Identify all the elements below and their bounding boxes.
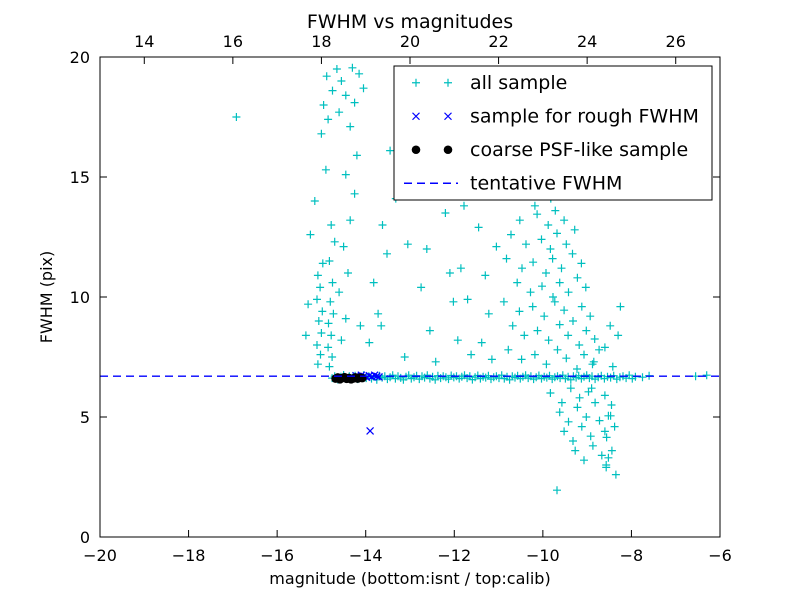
x-tick-label: −6: [708, 546, 732, 565]
x-tick-label: −14: [349, 546, 383, 565]
y-axis-label: FWHM (pix): [37, 251, 56, 344]
legend-marker: [412, 78, 420, 87]
legend-marker: [443, 145, 453, 155]
x-tick-label: −20: [83, 546, 117, 565]
y-tick-label: 20: [70, 48, 90, 67]
scatter-dot: [357, 373, 367, 383]
top-tick-label: 24: [577, 32, 597, 51]
legend-entry: coarse PSF-like sample: [411, 139, 688, 161]
y-tick-label: 10: [70, 288, 90, 307]
series-coarse-psf-sample: [331, 372, 367, 384]
top-tick-label: 26: [666, 32, 686, 51]
legend-label: all sample: [470, 72, 567, 94]
legend-marker: [444, 78, 452, 87]
top-tick-label: 22: [488, 32, 508, 51]
legend-label: tentative FWHM: [470, 172, 622, 194]
x-tick-label: −16: [260, 546, 294, 565]
legend-label: coarse PSF-like sample: [470, 139, 688, 161]
legend-marker: [412, 112, 420, 121]
y-tick-label: 5: [80, 408, 90, 427]
top-tick-label: 18: [311, 32, 331, 51]
x-tick-label: −12: [437, 546, 471, 565]
legend-entry: all sample: [412, 72, 567, 94]
chart-title: FWHM vs magnitudes: [307, 11, 513, 33]
x-tick-label: −8: [620, 546, 644, 565]
legend-entry: tentative FWHM: [404, 172, 622, 194]
x-tick-label: −10: [526, 546, 560, 565]
y-tick-label: 0: [80, 528, 90, 547]
legend-box: [393, 65, 713, 201]
legend: all sample sample for rough FWHM coarse PS…: [393, 65, 713, 201]
legend-marker: [411, 145, 421, 155]
legend-label: sample for rough FWHM: [470, 105, 699, 127]
legend-marker: [444, 112, 452, 121]
y-tick-label: 15: [70, 168, 90, 187]
legend-entry: sample for rough FWHM: [412, 105, 699, 127]
x-tick-label: −18: [172, 546, 206, 565]
top-tick-label: 16: [223, 32, 243, 51]
top-tick-label: 20: [400, 32, 420, 51]
axis-ticks: −20 −18 −16 −14 −12 −10 −8 −6 14 16 18 20 22 24 26 0 5 10…: [70, 32, 732, 565]
top-tick-label: 14: [134, 32, 154, 51]
x-axis-label: magnitude (bottom:isnt / top:calib): [269, 569, 550, 588]
